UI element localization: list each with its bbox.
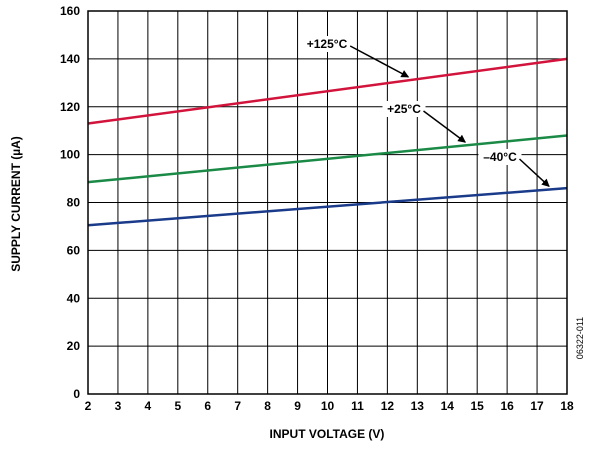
x-tick-label: 3	[115, 399, 122, 413]
series-label-arrow	[518, 158, 550, 187]
series-label: +25°C	[387, 102, 421, 116]
series-label-bg	[478, 149, 522, 165]
x-tick-label: 8	[264, 399, 271, 413]
y-tick-label: 120	[60, 100, 80, 114]
x-tick-label: 16	[500, 399, 514, 413]
y-tick-label: 80	[67, 196, 81, 210]
series-line	[87, 186, 568, 227]
x-tick-label: 6	[204, 399, 211, 413]
y-tick-label: 60	[67, 243, 81, 257]
y-tick-label: 0	[73, 387, 80, 401]
series-label-bg	[382, 101, 426, 117]
x-tick-label: 7	[234, 399, 241, 413]
x-tick-label: 18	[560, 399, 574, 413]
x-tick-label: 9	[294, 399, 301, 413]
plot-border	[87, 10, 568, 395]
x-tick-label: 11	[351, 399, 364, 413]
y-tick-label: 160	[60, 4, 80, 18]
series-label-bg	[301, 36, 353, 52]
y-tick-label: 40	[67, 291, 81, 305]
series-lines	[87, 57, 568, 227]
x-tick-label: 4	[145, 399, 152, 413]
x-tick-label: 14	[441, 399, 455, 413]
series-label: +125°C	[307, 37, 348, 51]
x-tick-label: 15	[471, 399, 485, 413]
plot-frame	[87, 10, 568, 395]
y-axis-title: SUPPLY CURRENT (µA)	[9, 136, 23, 272]
y-tick-label: 100	[60, 148, 80, 162]
x-tick-label: 5	[174, 399, 181, 413]
x-tick-label: 17	[530, 399, 544, 413]
x-tick-label: 12	[381, 399, 395, 413]
series-label-arrow	[423, 110, 467, 143]
x-axis-title: INPUT VOLTAGE (V)	[270, 427, 385, 441]
y-tick-label: 140	[60, 52, 80, 66]
series-callouts: +125°C +25°C –40°C	[301, 36, 550, 187]
series-label-arrow	[349, 45, 410, 78]
x-tick-label: 10	[321, 399, 335, 413]
series-label: –40°C	[483, 150, 517, 164]
x-tick-label: 13	[411, 399, 425, 413]
x-tick-label: 2	[85, 399, 92, 413]
tick-labels: 2 3 4 5 6 7 8 9 10 11 12 13 14 15 16 17 18 0 20 40 60 80 100 12…	[60, 4, 574, 413]
y-tick-label: 20	[67, 339, 81, 353]
series-line	[87, 134, 568, 184]
figure-id-label: 06322-011	[575, 317, 585, 359]
series-line	[87, 57, 568, 125]
